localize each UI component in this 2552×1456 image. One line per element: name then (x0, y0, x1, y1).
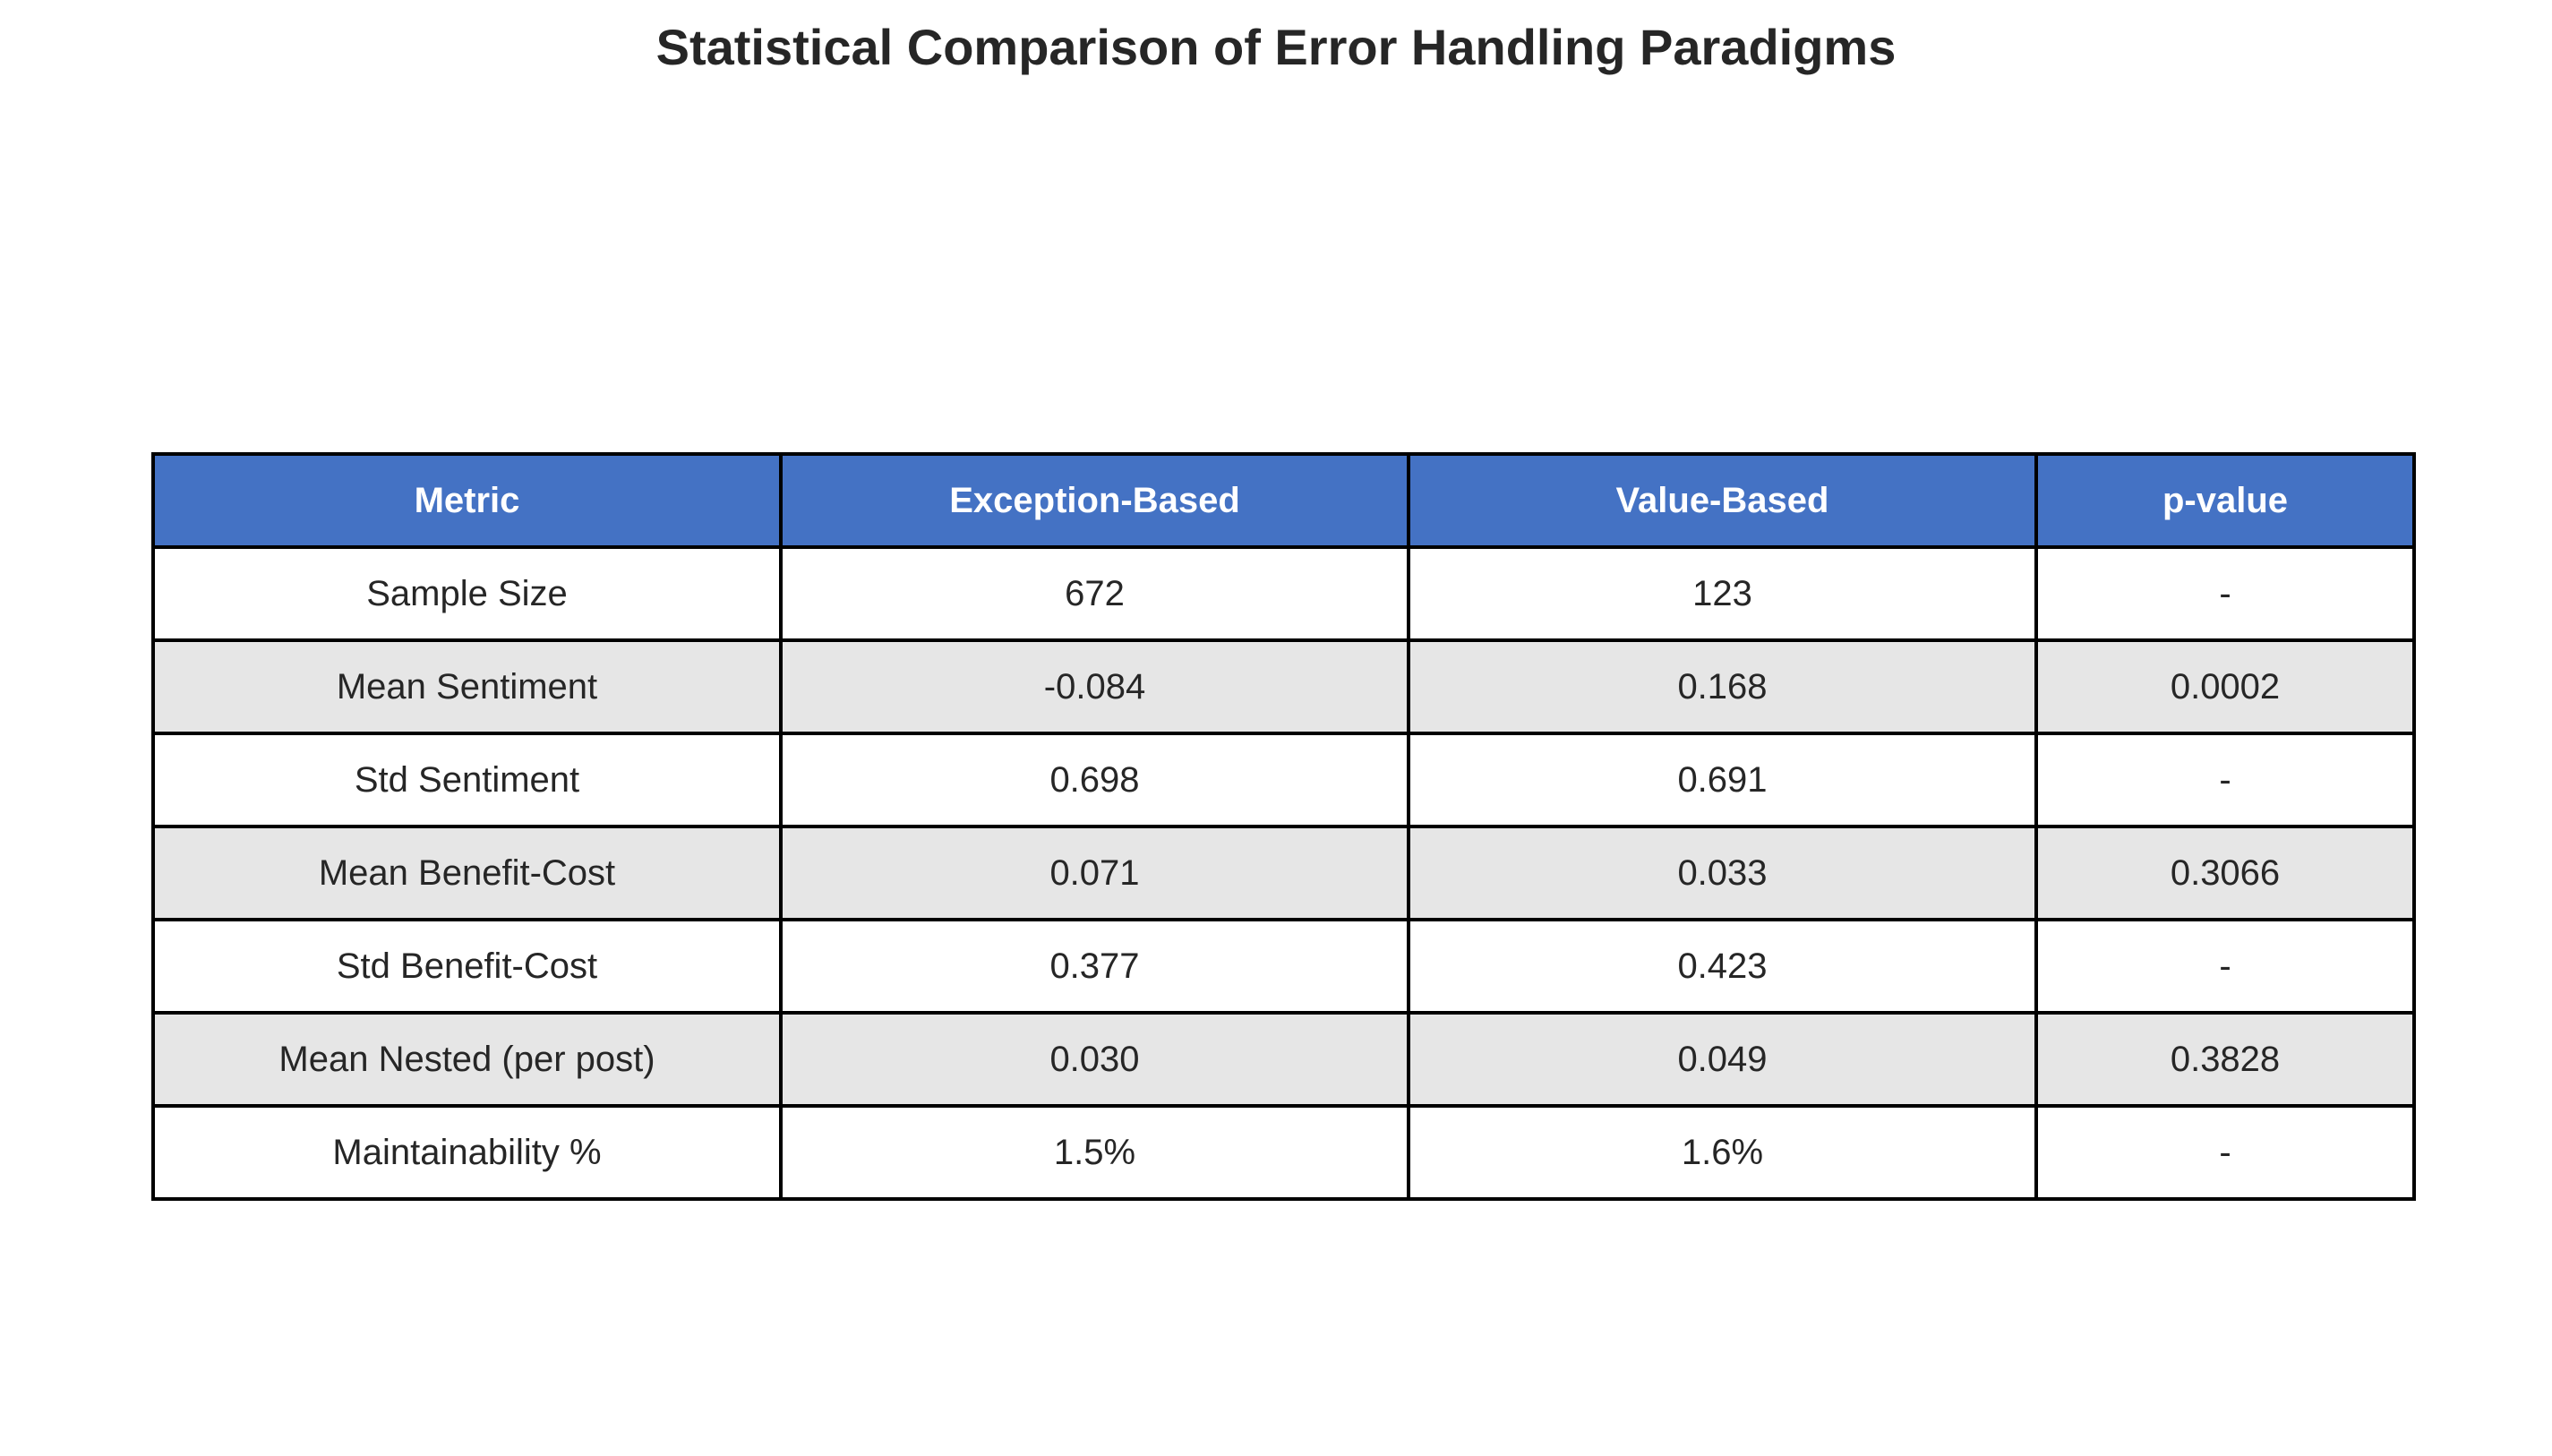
table-header-row: Metric Exception-Based Value-Based p-val… (151, 452, 2416, 549)
cell-p-value: - (2034, 918, 2416, 1015)
cell-value-based: 0.049 (1407, 1011, 2038, 1108)
cell-value-based: 1.6% (1407, 1104, 2038, 1201)
cell-exception-based: 0.071 (779, 825, 1410, 921)
cell-metric: Std Benefit-Cost (151, 918, 783, 1015)
cell-p-value: 0.3066 (2034, 825, 2416, 921)
table-row: Maintainability % 1.5% 1.6% - (151, 1104, 2416, 1201)
table-row: Std Sentiment 0.698 0.691 - (151, 732, 2416, 828)
cell-metric: Mean Nested (per post) (151, 1011, 783, 1108)
table-row: Sample Size 672 123 - (151, 545, 2416, 642)
cell-p-value: 0.3828 (2034, 1011, 2416, 1108)
cell-exception-based: 0.698 (779, 732, 1410, 828)
header-exception-based: Exception-Based (779, 452, 1410, 549)
chart-title: Statistical Comparison of Error Handling… (655, 19, 1897, 75)
cell-exception-based: 0.030 (779, 1011, 1410, 1108)
stats-table-container: Metric Exception-Based Value-Based p-val… (151, 452, 2416, 1201)
cell-metric: Maintainability % (151, 1104, 783, 1201)
cell-metric: Sample Size (151, 545, 783, 642)
cell-value-based: 123 (1407, 545, 2038, 642)
cell-metric: Std Sentiment (151, 732, 783, 828)
header-metric: Metric (151, 452, 783, 549)
table-row: Mean Sentiment -0.084 0.168 0.0002 (151, 638, 2416, 735)
cell-exception-based: -0.084 (779, 638, 1410, 735)
header-value-based: Value-Based (1407, 452, 2038, 549)
cell-value-based: 0.168 (1407, 638, 2038, 735)
cell-p-value: - (2034, 732, 2416, 828)
cell-metric: Mean Benefit-Cost (151, 825, 783, 921)
stats-table: Metric Exception-Based Value-Based p-val… (151, 452, 2416, 1201)
table-row: Mean Benefit-Cost 0.071 0.033 0.3066 (151, 825, 2416, 921)
cell-p-value: - (2034, 545, 2416, 642)
cell-p-value: 0.0002 (2034, 638, 2416, 735)
table-row: Mean Nested (per post) 0.030 0.049 0.382… (151, 1011, 2416, 1108)
cell-exception-based: 672 (779, 545, 1410, 642)
cell-exception-based: 0.377 (779, 918, 1410, 1015)
header-p-value: p-value (2034, 452, 2416, 549)
cell-value-based: 0.033 (1407, 825, 2038, 921)
cell-metric: Mean Sentiment (151, 638, 783, 735)
cell-value-based: 0.691 (1407, 732, 2038, 828)
cell-p-value: - (2034, 1104, 2416, 1201)
cell-value-based: 0.423 (1407, 918, 2038, 1015)
cell-exception-based: 1.5% (779, 1104, 1410, 1201)
table-row: Std Benefit-Cost 0.377 0.423 - (151, 918, 2416, 1015)
